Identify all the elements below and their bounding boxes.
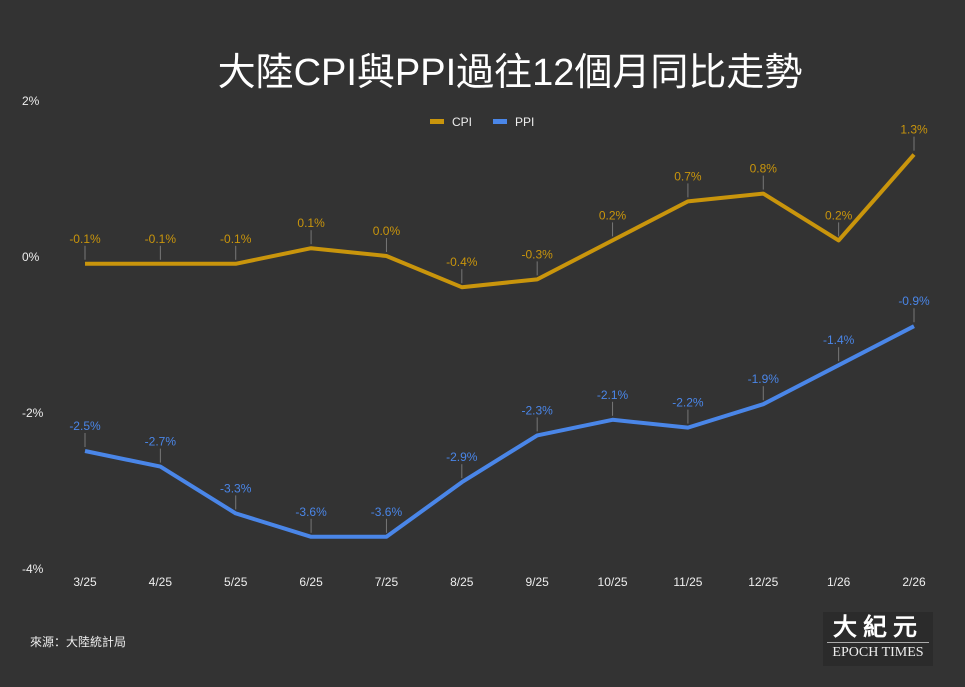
legend-swatch (430, 119, 444, 124)
x-tick-label: 8/25 (450, 575, 474, 589)
data-label: 0.7% (674, 169, 702, 183)
series-line-cpi (85, 153, 916, 290)
data-label: -2.1% (597, 388, 629, 402)
x-tick-label: 11/25 (673, 575, 702, 589)
logo-en: EPOCH TIMES (827, 642, 929, 663)
data-label: -3.3% (220, 481, 252, 495)
data-label: -0.9% (898, 294, 930, 308)
data-label: -2.5% (69, 419, 101, 433)
data-label: -3.6% (295, 505, 327, 519)
y-tick-label: -2% (22, 406, 44, 420)
x-tick-label: 4/25 (149, 575, 173, 589)
data-label: -1.4% (823, 333, 855, 347)
data-label: -0.1% (69, 232, 101, 246)
data-label: 0.2% (599, 208, 627, 222)
y-axis: 2% 0% -2% -4% (22, 94, 44, 576)
y-tick-label: 2% (22, 94, 40, 108)
data-label: 0.8% (750, 162, 778, 176)
x-axis: 3/25 4/25 5/25 6/25 7/25 8/25 9/25 10/25 11/25 12… (73, 575, 926, 589)
data-label: 0.0% (373, 224, 401, 238)
x-tick-label: 12/25 (748, 575, 778, 589)
logo-cn: 大紀元 (833, 612, 923, 641)
data-label: -1.9% (748, 372, 780, 386)
data-label: -3.6% (371, 505, 403, 519)
x-tick-label: 7/25 (375, 575, 399, 589)
data-label: -2.9% (446, 450, 478, 464)
legend: CPI PPI (430, 115, 534, 129)
legend-label: PPI (515, 115, 534, 129)
epoch-times-logo: 大紀元 EPOCH TIMES (823, 612, 933, 666)
legend-label: CPI (452, 115, 472, 129)
data-label: -2.2% (672, 396, 704, 410)
source-note: 來源：大陸統計局 (30, 635, 127, 649)
x-tick-label: 2/26 (902, 575, 926, 589)
series-line-ppi (84, 324, 915, 539)
data-label: -2.7% (145, 435, 177, 449)
x-tick-label: 10/25 (598, 575, 628, 589)
data-label: -2.3% (522, 403, 554, 417)
data-label: -0.4% (446, 255, 478, 269)
x-tick-label: 9/25 (526, 575, 550, 589)
data-label: -0.1% (145, 232, 177, 246)
data-label: 1.3% (900, 123, 928, 137)
x-tick-label: 5/25 (224, 575, 248, 589)
chart-title: 大陸CPI與PPI過往12個月同比走勢 (218, 52, 803, 94)
data-label: -0.3% (522, 247, 554, 261)
x-tick-label: 6/25 (299, 575, 323, 589)
y-tick-label: -4% (22, 562, 44, 576)
x-tick-label: 1/26 (827, 575, 851, 589)
y-tick-label: 0% (22, 250, 40, 264)
x-tick-label: 3/25 (73, 575, 97, 589)
series: -0.1% -0.1% -0.1% 0.1% 0.0% -0.4% -0.3% 0.2% 0.7… (69, 123, 930, 539)
data-label: 0.1% (297, 216, 325, 230)
data-label: -0.1% (220, 232, 252, 246)
legend-swatch (493, 119, 507, 124)
data-label: 0.2% (825, 208, 853, 222)
